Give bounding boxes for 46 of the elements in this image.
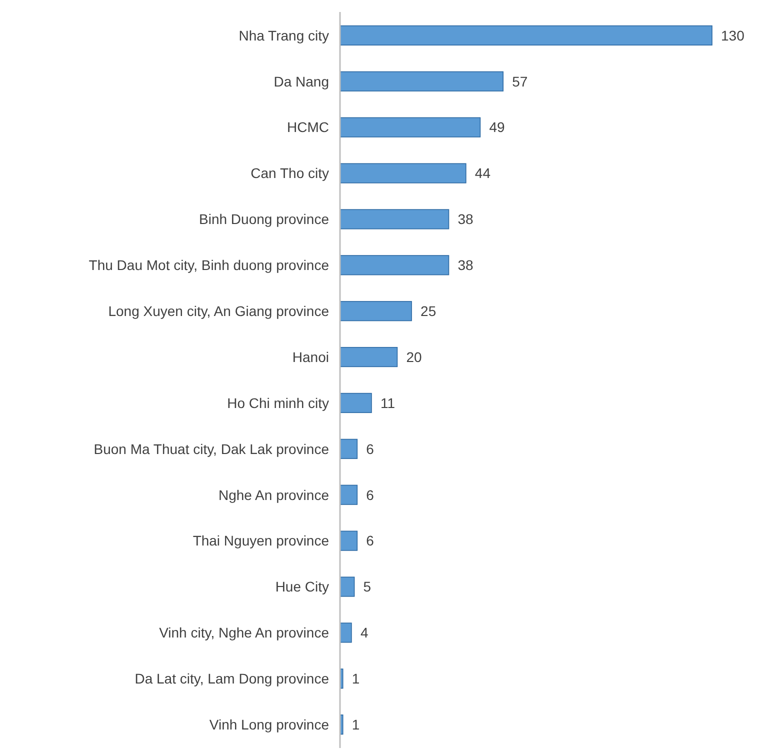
data-label: 25 <box>420 302 436 319</box>
data-label: 130 <box>721 27 745 44</box>
bar <box>340 530 358 551</box>
data-label: 49 <box>489 119 505 136</box>
bar <box>340 301 412 322</box>
y-tick-label: Can Tho city <box>250 165 329 182</box>
y-tick-label: Ho Chi minh city <box>227 394 329 411</box>
bar <box>340 25 712 46</box>
bar <box>340 576 355 597</box>
bar <box>340 484 358 505</box>
y-tick-label: HCMC <box>287 119 329 136</box>
y-tick-label: Long Xuyen city, An Giang province <box>108 302 330 319</box>
y-tick-label: Thu Dau Mot city, Binh duong province <box>88 257 330 274</box>
y-tick-label: Vinh city, Nghe An province <box>159 624 330 641</box>
data-label: 6 <box>366 532 374 549</box>
y-tick-label: Da Lat city, Lam Dong province <box>134 670 330 687</box>
y-tick-label: Thai Nguyen province <box>192 532 330 549</box>
y-tick-label: Nha Trang city <box>238 27 329 44</box>
data-label: 4 <box>360 624 368 641</box>
bar <box>340 622 352 643</box>
data-label: 1 <box>352 716 360 732</box>
data-label: 6 <box>366 486 374 503</box>
data-label: 5 <box>363 578 372 595</box>
data-label: 20 <box>406 348 422 365</box>
y-tick-label: Nghe An province <box>218 486 330 503</box>
bar <box>340 392 372 414</box>
data-label: 6 <box>366 440 374 457</box>
data-label: 57 <box>512 73 528 90</box>
bar <box>340 71 504 92</box>
data-label: 1 <box>352 670 360 687</box>
data-label: 38 <box>458 257 474 274</box>
y-tick-label: Da Nang <box>274 73 329 90</box>
y-tick-label: Hanoi <box>292 348 329 365</box>
y-tick-label: Vinh Long province <box>209 716 330 732</box>
y-tick-label: Hue City <box>275 578 329 595</box>
bar <box>340 117 481 138</box>
bar <box>340 438 358 459</box>
y-tick-label: Buon Ma Thuat city, Dak Lak province <box>94 440 330 457</box>
data-label: 38 <box>458 211 474 228</box>
bar <box>340 346 398 368</box>
y-tick-label: Binh Duong province <box>199 211 330 228</box>
bar <box>340 255 450 276</box>
data-label: 11 <box>380 394 396 411</box>
bar <box>340 209 450 230</box>
bar <box>340 163 466 184</box>
data-label: 44 <box>474 165 491 182</box>
